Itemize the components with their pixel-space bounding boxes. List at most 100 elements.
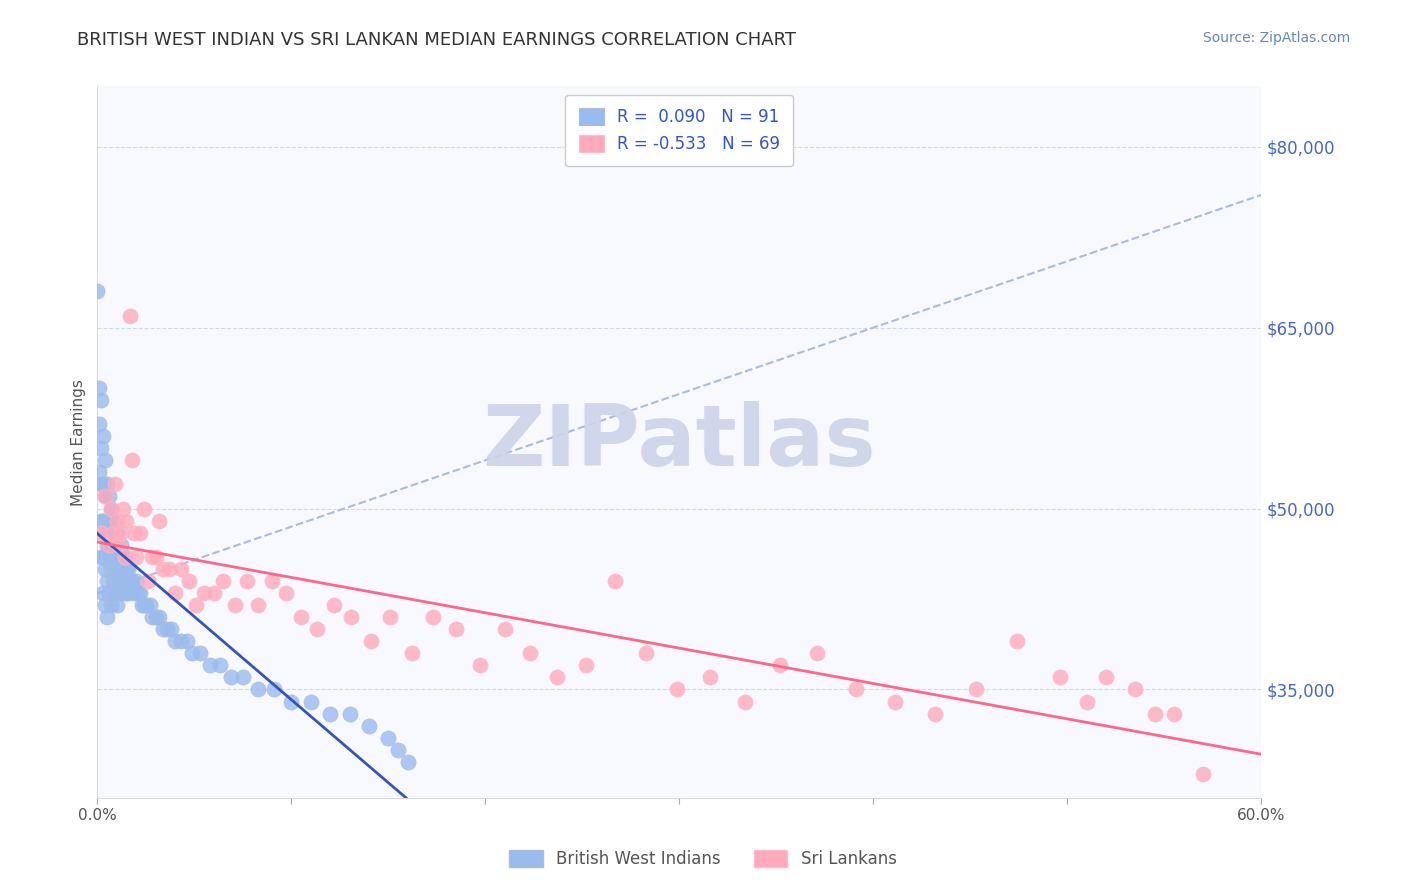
Point xyxy=(340,610,363,624)
Point xyxy=(107,562,129,576)
Point xyxy=(89,381,111,395)
Point xyxy=(98,490,121,504)
Point xyxy=(198,658,221,673)
Point xyxy=(263,682,285,697)
Point xyxy=(224,598,246,612)
Point xyxy=(91,477,114,491)
Point xyxy=(605,574,627,588)
Point xyxy=(208,658,231,673)
Point xyxy=(401,646,423,660)
Point xyxy=(845,682,868,697)
Point xyxy=(357,719,380,733)
Point xyxy=(280,695,302,709)
Point xyxy=(90,442,112,456)
Point xyxy=(1005,634,1028,648)
Point xyxy=(105,598,128,612)
Point xyxy=(90,525,112,540)
Point xyxy=(100,598,122,612)
Text: Source: ZipAtlas.com: Source: ZipAtlas.com xyxy=(1202,31,1350,45)
Point xyxy=(120,309,142,323)
Point xyxy=(235,574,257,588)
Point xyxy=(734,695,756,709)
Point xyxy=(96,610,118,624)
Point xyxy=(110,538,132,552)
Point xyxy=(104,477,127,491)
Point xyxy=(105,549,128,564)
Point xyxy=(110,586,132,600)
Point xyxy=(202,586,225,600)
Point xyxy=(121,453,143,467)
Point xyxy=(494,622,516,636)
Point xyxy=(444,622,467,636)
Point xyxy=(806,646,828,660)
Point xyxy=(148,610,170,624)
Point xyxy=(212,574,235,588)
Point xyxy=(135,598,157,612)
Point xyxy=(101,574,124,588)
Point xyxy=(91,549,114,564)
Point xyxy=(98,586,121,600)
Point xyxy=(170,634,193,648)
Point xyxy=(131,598,153,612)
Point xyxy=(89,417,111,431)
Text: ZIPatlas: ZIPatlas xyxy=(482,401,876,483)
Point xyxy=(111,574,134,588)
Point xyxy=(110,562,132,576)
Point xyxy=(148,514,170,528)
Point xyxy=(98,538,121,552)
Point xyxy=(121,574,143,588)
Text: BRITISH WEST INDIAN VS SRI LANKAN MEDIAN EARNINGS CORRELATION CHART: BRITISH WEST INDIAN VS SRI LANKAN MEDIAN… xyxy=(77,31,796,49)
Point xyxy=(636,646,658,660)
Point xyxy=(107,586,129,600)
Point xyxy=(769,658,792,673)
Point xyxy=(380,610,402,624)
Point xyxy=(122,586,145,600)
Point xyxy=(396,755,419,769)
Point xyxy=(98,525,121,540)
Point xyxy=(247,598,270,612)
Y-axis label: Median Earnings: Median Earnings xyxy=(72,379,86,506)
Point xyxy=(176,634,198,648)
Point xyxy=(110,525,132,540)
Point xyxy=(924,706,946,721)
Point xyxy=(546,670,568,684)
Point xyxy=(105,525,128,540)
Point xyxy=(107,538,129,552)
Point xyxy=(91,514,114,528)
Point xyxy=(94,490,117,504)
Point xyxy=(127,586,149,600)
Point xyxy=(100,562,122,576)
Point xyxy=(186,598,208,612)
Point xyxy=(1192,767,1215,781)
Point xyxy=(94,525,117,540)
Point xyxy=(1095,670,1118,684)
Point xyxy=(136,574,159,588)
Point xyxy=(387,743,409,757)
Point xyxy=(132,598,155,612)
Point xyxy=(122,525,145,540)
Point xyxy=(125,574,148,588)
Point xyxy=(377,731,399,745)
Point xyxy=(163,634,186,648)
Point xyxy=(132,501,155,516)
Point xyxy=(290,610,312,624)
Legend: British West Indians, Sri Lankans: British West Indians, Sri Lankans xyxy=(503,843,903,875)
Point xyxy=(1143,706,1166,721)
Point xyxy=(114,549,136,564)
Point xyxy=(111,501,134,516)
Point xyxy=(163,586,186,600)
Point xyxy=(100,538,122,552)
Point xyxy=(141,610,163,624)
Point xyxy=(274,586,297,600)
Point xyxy=(101,514,124,528)
Point xyxy=(1163,706,1185,721)
Point xyxy=(1123,682,1146,697)
Point xyxy=(114,549,136,564)
Point xyxy=(105,514,128,528)
Point xyxy=(299,695,322,709)
Point xyxy=(114,574,136,588)
Point xyxy=(90,392,112,407)
Point xyxy=(219,670,242,684)
Point xyxy=(145,610,167,624)
Point xyxy=(156,622,179,636)
